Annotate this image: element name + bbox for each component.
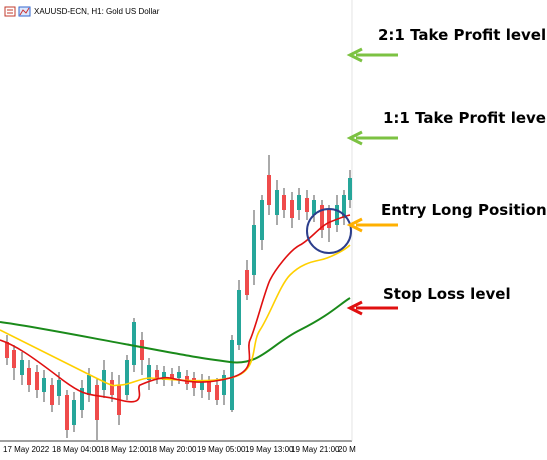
x-tick-label: 19 May 05:00 xyxy=(197,445,246,454)
moving-average-fast xyxy=(0,214,351,403)
annotation: 2:1 Take Profit level xyxy=(378,26,546,44)
chart-title: XAUUSD-ECN, H1: Gold US Dollar xyxy=(34,7,160,16)
x-tick-labels: 17 May 2022 18 May 04:00 18 May 12:00 18… xyxy=(3,445,356,454)
icon xyxy=(19,7,30,16)
entry-highlight xyxy=(306,208,352,254)
toolbar-icons xyxy=(4,6,31,17)
annotation: Stop Loss level xyxy=(383,285,511,303)
icon xyxy=(7,9,13,14)
x-tick-label: 18 May 04:00 xyxy=(52,445,101,454)
arrow xyxy=(346,47,398,63)
arrow xyxy=(346,300,398,316)
icon xyxy=(4,6,16,17)
annotation: Entry Long Position xyxy=(381,201,547,219)
x-tick-label: 17 May 2022 xyxy=(3,445,50,454)
moving-average-slow xyxy=(0,297,351,364)
arrow xyxy=(346,130,398,146)
annotation: 1:1 Take Profit level xyxy=(383,109,547,127)
x-tick-label: 19 May 21:00 xyxy=(291,445,340,454)
x-tick-label: 18 May 20:00 xyxy=(148,445,197,454)
arrow xyxy=(346,217,398,233)
x-tick-label: 20 M xyxy=(338,445,356,454)
x-tick-label: 19 May 13:00 xyxy=(245,445,294,454)
x-tick-label: 18 May 12:00 xyxy=(100,445,149,454)
annotations: 2:1 Take Profit level 1:1 Take Profit le… xyxy=(346,26,547,316)
